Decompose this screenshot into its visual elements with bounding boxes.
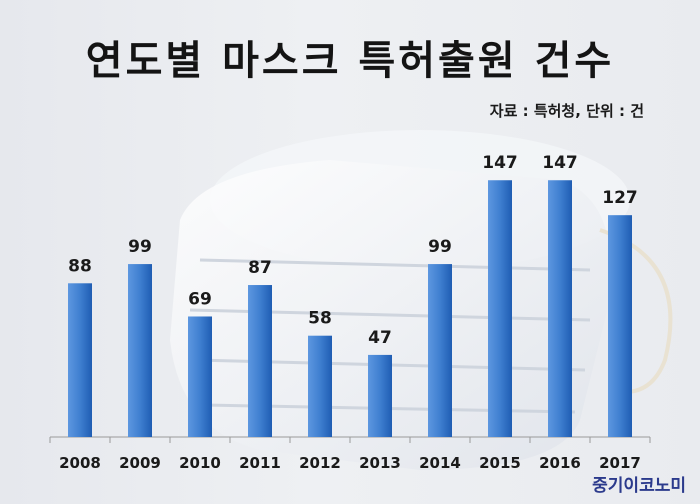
x-tick-label-2011: 2011 bbox=[239, 454, 281, 472]
chart-source: 자료 : 특허청, 단위 : 건 bbox=[489, 102, 644, 120]
bar-value-label-2009: 99 bbox=[128, 237, 152, 257]
bar-2011 bbox=[248, 285, 272, 437]
bar-2010 bbox=[188, 316, 212, 437]
x-tick-label-2015: 2015 bbox=[479, 454, 521, 472]
bar-value-label-2008: 88 bbox=[68, 256, 92, 276]
bar-value-label-2015: 147 bbox=[482, 153, 518, 173]
bar-2015 bbox=[488, 180, 512, 438]
x-tick-label-2014: 2014 bbox=[419, 454, 461, 472]
bar-value-label-2011: 87 bbox=[248, 258, 272, 278]
bar-2016 bbox=[548, 180, 572, 438]
bar-value-label-2016: 147 bbox=[542, 153, 578, 173]
x-tick-label-2013: 2013 bbox=[359, 454, 401, 472]
brand-logo-text: 중기이코노미 bbox=[592, 476, 686, 496]
x-tick-label-2017: 2017 bbox=[599, 454, 641, 472]
x-tick-label-2008: 2008 bbox=[59, 454, 101, 472]
bar-value-label-2017: 127 bbox=[602, 188, 638, 208]
bar-2012 bbox=[308, 335, 332, 437]
chart-title: 연도별 마스크 특허출원 건수 bbox=[85, 38, 615, 84]
bar-2008 bbox=[68, 283, 92, 437]
x-tick-label-2010: 2010 bbox=[179, 454, 221, 472]
bar-2017 bbox=[608, 215, 632, 437]
bar-value-label-2012: 58 bbox=[308, 309, 332, 329]
bar-2009 bbox=[128, 264, 152, 437]
x-tick-label-2012: 2012 bbox=[299, 454, 341, 472]
bar-2013 bbox=[368, 354, 392, 437]
bar-value-label-2014: 99 bbox=[428, 237, 452, 257]
x-tick-label-2016: 2016 bbox=[539, 454, 581, 472]
bar-value-label-2010: 69 bbox=[188, 289, 212, 309]
bar-value-label-2013: 47 bbox=[368, 328, 392, 348]
bar-2014 bbox=[428, 264, 452, 437]
x-tick-label-2009: 2009 bbox=[119, 454, 161, 472]
